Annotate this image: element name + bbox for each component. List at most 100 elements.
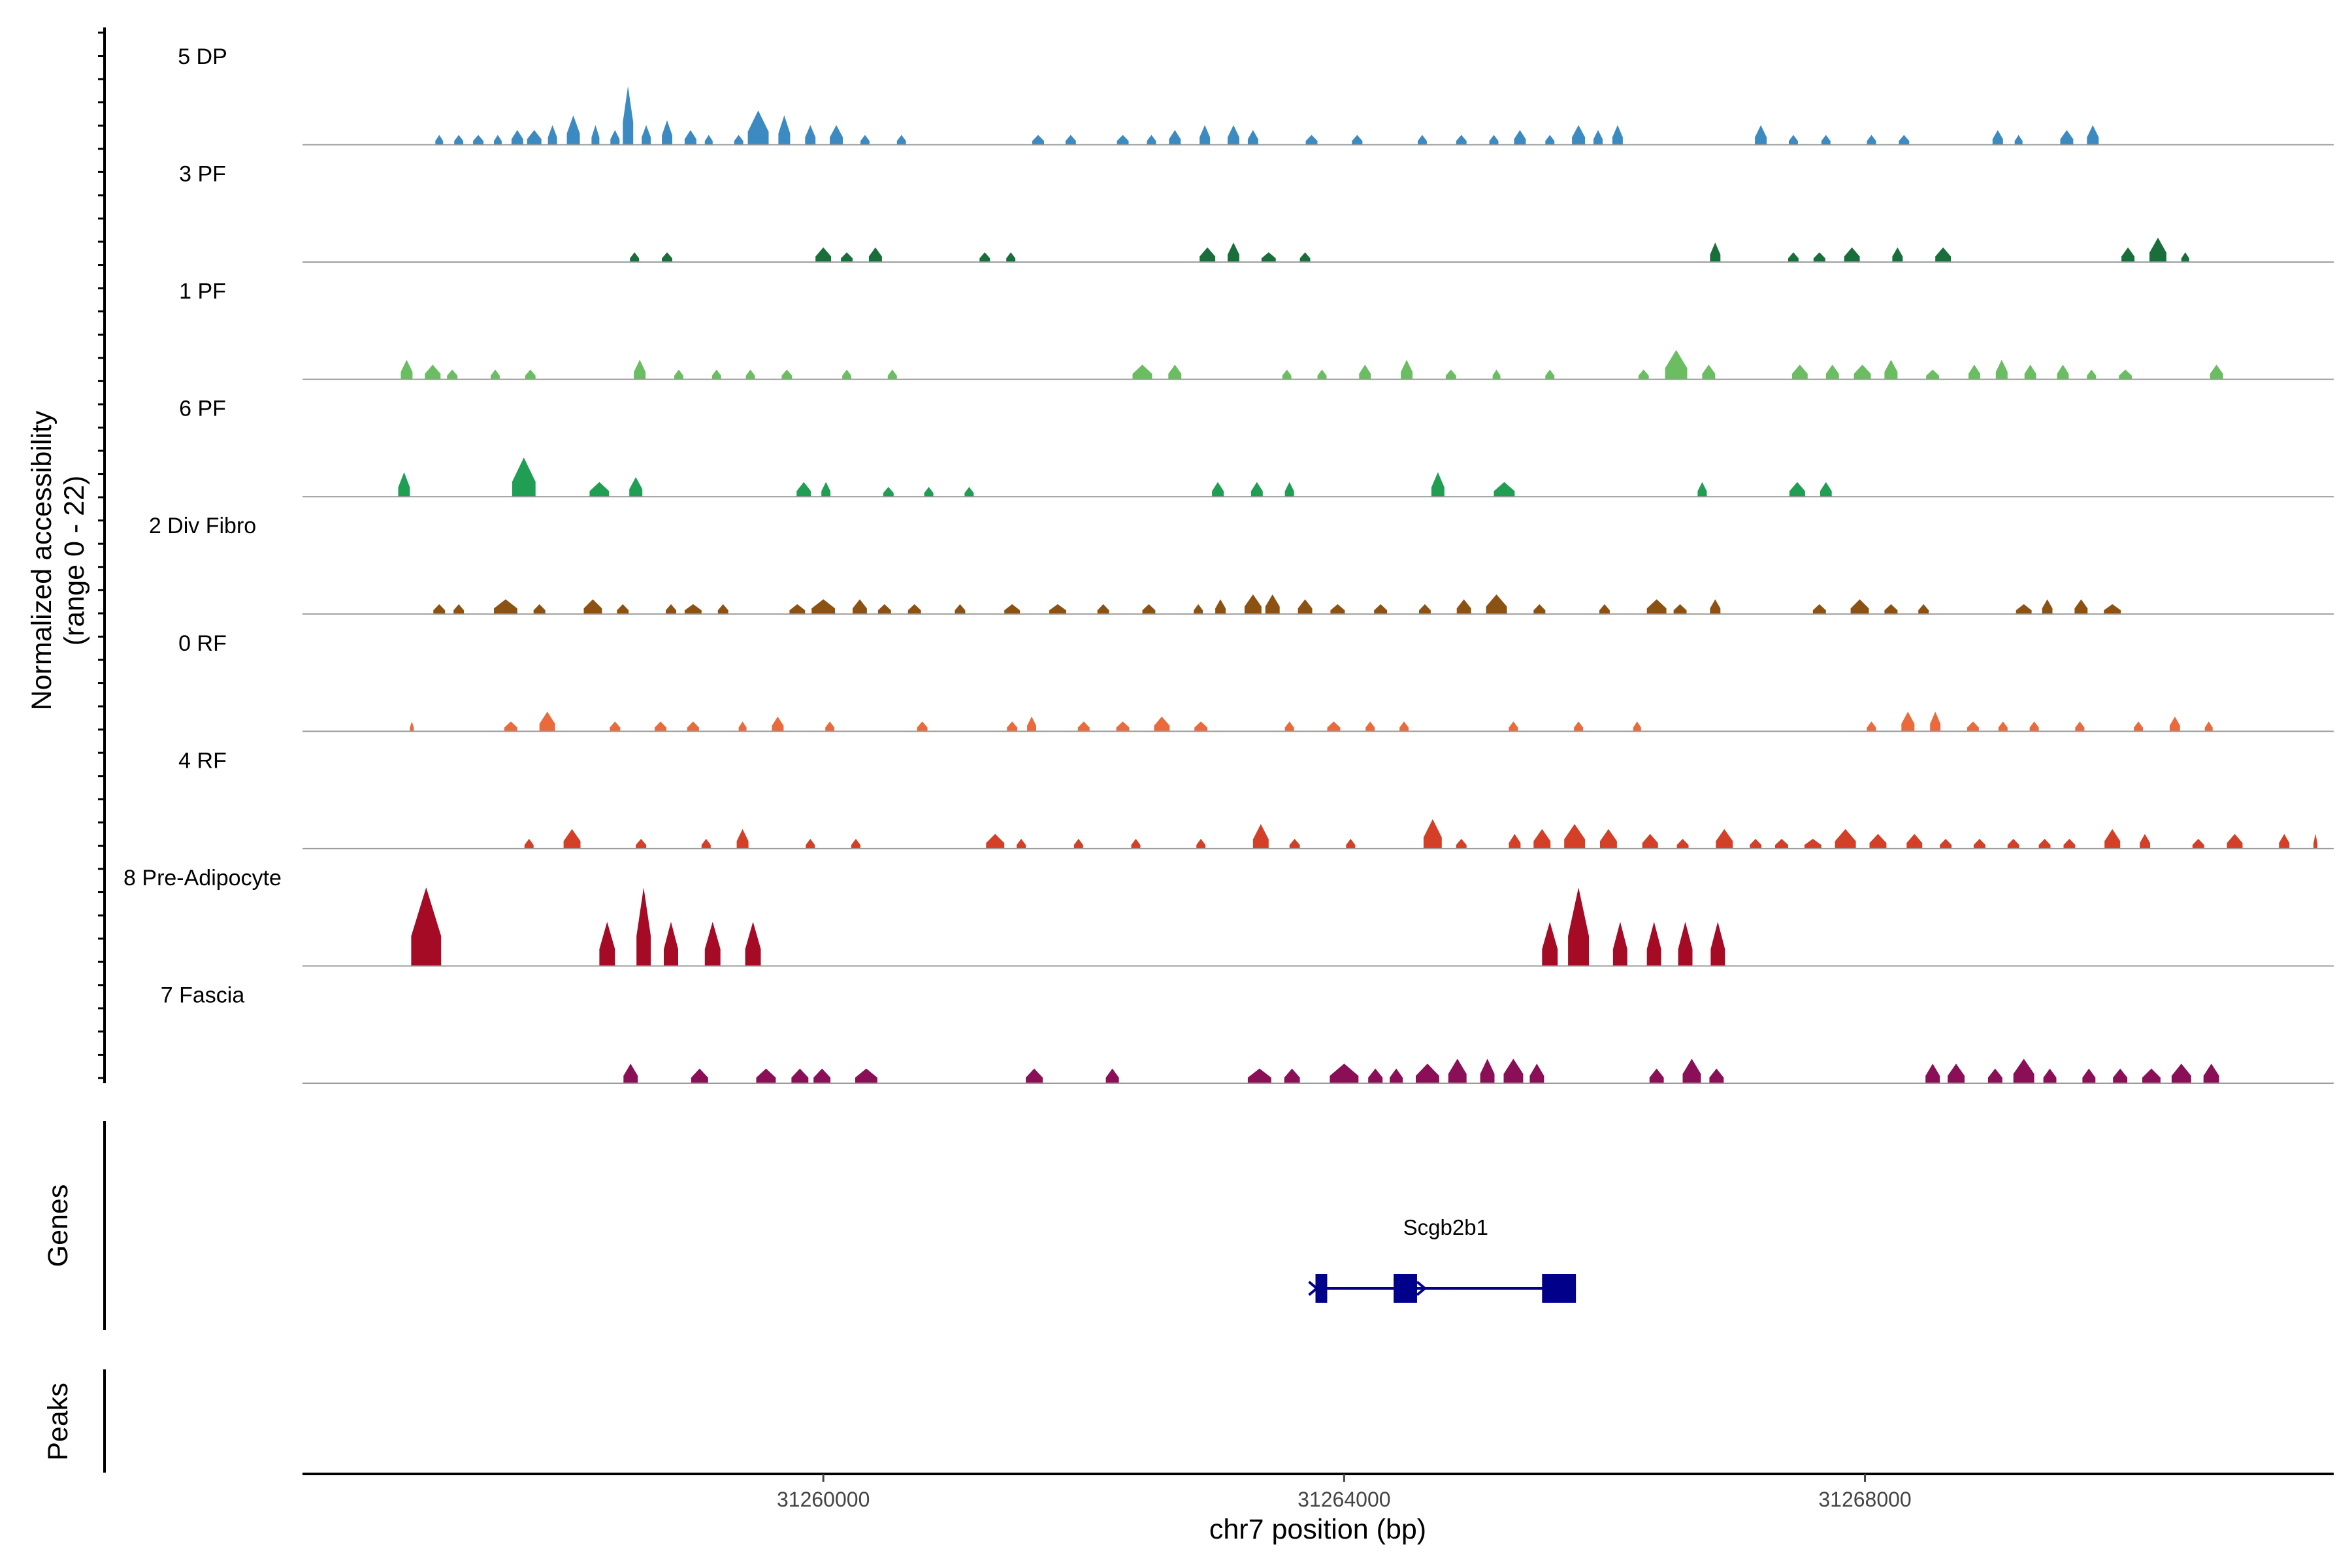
coverage-peak — [447, 369, 458, 380]
coverage-peak — [704, 921, 721, 966]
coverage-peak — [1642, 834, 1658, 849]
coverage-peak — [1200, 247, 1216, 263]
coverage-peak — [2087, 369, 2097, 380]
coverage-peak — [1200, 125, 1211, 145]
coverage-peak — [1533, 604, 1546, 614]
coverage-peak — [662, 120, 672, 145]
coverage-peak — [1250, 482, 1263, 497]
coverage-peak — [1368, 1068, 1383, 1083]
coverage-peak — [2149, 237, 2166, 263]
coverage-peak — [1514, 130, 1526, 145]
coverage-peak — [1117, 135, 1129, 145]
coverage-peak — [2279, 834, 2290, 849]
coverage-peak — [1638, 369, 1649, 380]
y-axis-title-line2: (range 0 - 22) — [59, 476, 90, 646]
coverage-peak — [1812, 604, 1826, 614]
coverage-peak — [2313, 834, 2318, 849]
coverage-peak — [868, 247, 882, 263]
coverage-peak — [813, 1068, 831, 1083]
coverage-peak — [1419, 604, 1431, 614]
coverage-peak — [1509, 721, 1518, 732]
coverage-peak — [1710, 599, 1721, 614]
coverage-peak — [1995, 359, 2008, 380]
coverage-peak — [1568, 887, 1589, 966]
coverage-peak — [2057, 365, 2069, 380]
y-axis: Normalized accessibility (range 0 - 22) — [26, 27, 106, 1083]
coverage-peak — [1612, 921, 1627, 966]
coverage-peak — [1401, 359, 1413, 380]
coverage-peak — [636, 838, 647, 849]
coverage-peak — [2060, 130, 2074, 145]
coverage-peak — [655, 721, 666, 732]
coverage-peak — [1533, 828, 1551, 849]
coverage-peak — [1494, 482, 1515, 497]
coverage-peak — [1529, 1064, 1544, 1083]
coverage-peak — [1925, 1064, 1940, 1083]
coverage-peak — [2082, 1068, 2096, 1083]
coverage-peak — [674, 369, 683, 380]
coverage-peak — [1169, 130, 1181, 145]
peaks-panel-title: Peaks — [42, 1382, 74, 1461]
coverage-peak — [2210, 365, 2223, 380]
track-4-rf: 4 RF — [178, 748, 2334, 849]
coverage-peak — [623, 86, 634, 145]
coverage-peak — [745, 921, 761, 966]
track-7-fascia: 7 Fascia — [161, 983, 2334, 1084]
coverage-peak — [1973, 838, 1985, 849]
coverage-peak — [1545, 369, 1555, 380]
coverage-peak — [924, 487, 934, 497]
coverage-peak — [2119, 369, 2132, 380]
coverage-peak — [599, 921, 615, 966]
coverage-peak — [1646, 921, 1661, 966]
coverage-peak — [1142, 604, 1156, 614]
coverage-peak — [1940, 838, 1952, 849]
coverage-peak — [907, 604, 921, 614]
coverage-peak — [811, 599, 836, 614]
y-axis-ticks — [98, 31, 105, 1079]
coverage-peak — [2063, 838, 2076, 849]
coverage-peak — [664, 921, 678, 966]
coverage-peak — [1480, 1058, 1495, 1083]
coverage-peak — [1228, 242, 1239, 263]
track-label: 7 Fascia — [161, 983, 245, 1007]
coverage-peak — [2169, 716, 2180, 732]
coverage-peak — [955, 604, 966, 614]
coverage-peak — [1821, 135, 1831, 145]
coverage-peak — [1884, 604, 1898, 614]
coverage-peak — [433, 604, 446, 614]
coverage-peak — [1750, 838, 1762, 849]
coverage-peak — [1116, 721, 1130, 732]
coverage-peak — [1289, 838, 1300, 849]
coverage-peak — [1423, 819, 1442, 849]
x-tick-label: 31264000 — [1298, 1488, 1390, 1511]
coverage-peak — [400, 359, 413, 380]
coverage-peak — [778, 115, 791, 145]
coverage-peak — [1026, 1068, 1043, 1083]
coverage-peak — [1901, 711, 1915, 732]
coverage-peak — [1820, 482, 1832, 497]
coverage-peak — [825, 721, 835, 732]
coverage-peak — [623, 1064, 638, 1083]
coverage-peak — [964, 487, 974, 497]
coverage-peak — [2029, 721, 2039, 732]
coverage-peak — [734, 135, 743, 145]
coverage-peak — [877, 604, 891, 614]
coverage-peak — [1612, 125, 1623, 145]
coverage-peak — [1804, 838, 1821, 849]
coverage-peak — [1284, 1068, 1300, 1083]
coverage-peak — [1317, 369, 1327, 380]
track-label: 6 PF — [179, 397, 226, 421]
coverage-peak — [1456, 838, 1467, 849]
coverage-peak — [410, 721, 414, 732]
coverage-peak — [494, 599, 517, 614]
coverage-peak — [533, 604, 546, 614]
coverage-peak — [512, 457, 536, 497]
coverage-peak — [1788, 252, 1799, 263]
track-label: 2 Div Fibro — [149, 514, 256, 538]
coverage-peak — [642, 125, 651, 145]
coverage-peak — [1418, 135, 1427, 145]
coverage-peak — [887, 369, 897, 380]
coverage-peak — [511, 130, 523, 145]
coverage-peak — [1813, 252, 1825, 263]
coverage-peak — [1097, 604, 1109, 614]
